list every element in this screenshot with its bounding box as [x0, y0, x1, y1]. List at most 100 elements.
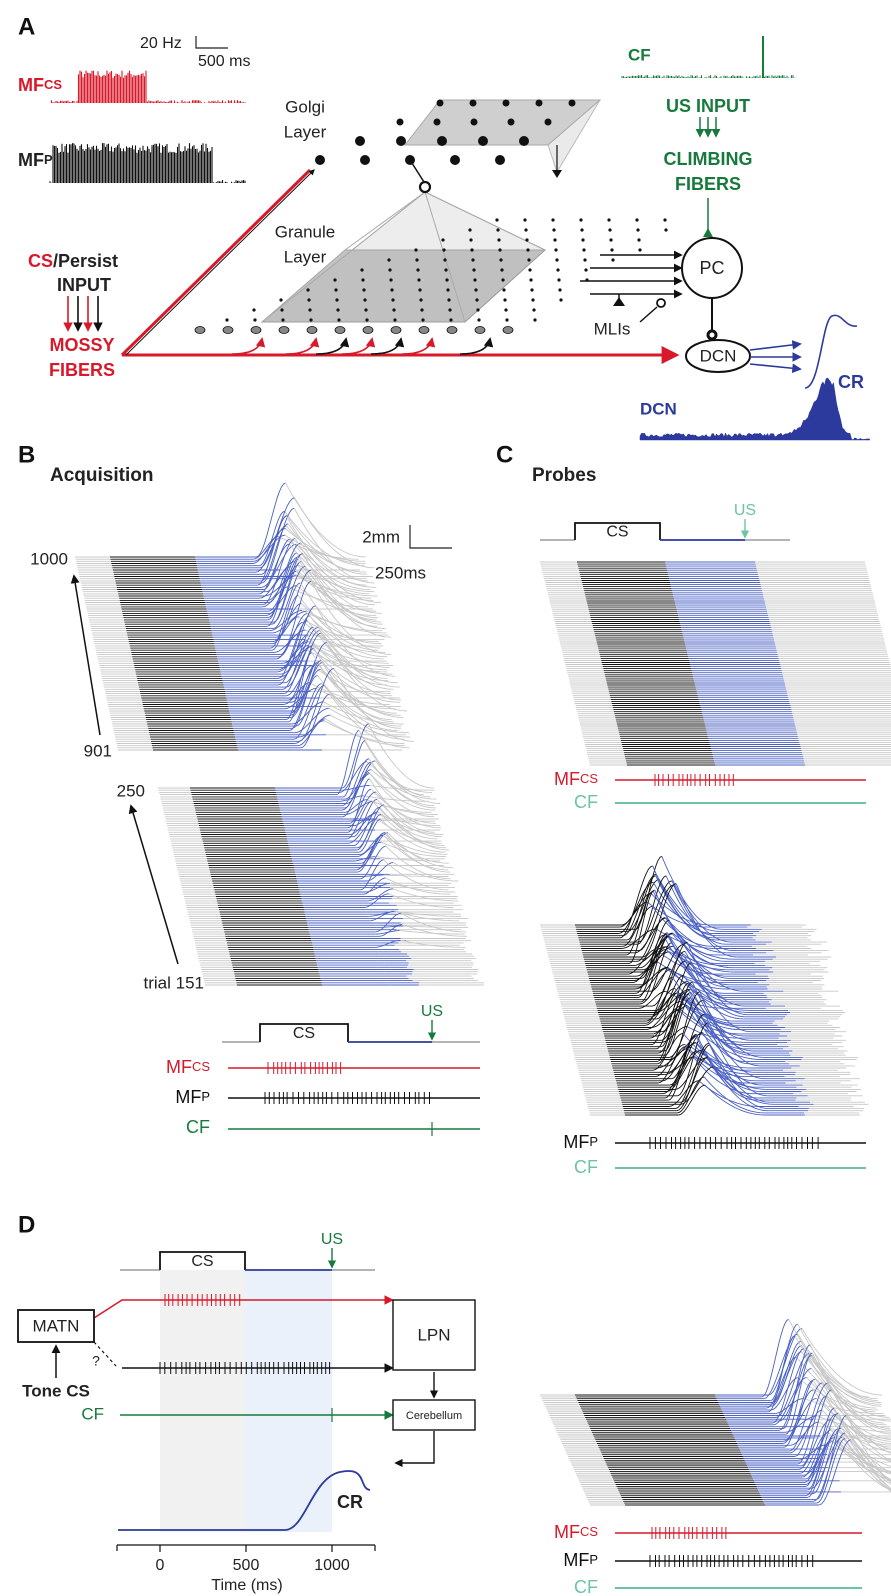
node-label: MATN [33, 1316, 80, 1335]
trial-trace [271, 583, 300, 648]
mf-main: MF [554, 769, 580, 789]
mf-main: MF [175, 1087, 201, 1107]
granule-cell [336, 308, 339, 311]
trial-trace [377, 819, 442, 844]
trial-trace [403, 926, 468, 927]
histogram [622, 75, 796, 78]
granule-cell [360, 268, 363, 271]
mf-label: MFCS [18, 75, 62, 95]
granule-cell [526, 248, 529, 251]
granule-cell [446, 288, 449, 291]
trial-trace [656, 876, 716, 940]
page: A20 Hz500 msMFCSMFPGolgiLayerGranuleLaye… [0, 0, 891, 1596]
granule-cell [308, 308, 311, 311]
panel-title: Acquisition [50, 465, 153, 486]
trial-trace [367, 762, 432, 793]
mf-sub: CS [580, 1524, 598, 1539]
trial-trace [384, 875, 449, 876]
granule-cell [387, 258, 390, 261]
mf-branch [371, 339, 401, 354]
panel-label: D [18, 1211, 35, 1238]
trial-trace [380, 807, 445, 845]
granule-cell [477, 318, 480, 321]
cs-label: CS [606, 524, 628, 541]
granule-cell [365, 318, 368, 321]
pc-synapse [708, 331, 716, 339]
trial-arrow [74, 576, 100, 735]
mf-main: MF [166, 1057, 192, 1077]
granule-cell [443, 258, 446, 261]
input-persist: /Persist [53, 251, 118, 271]
granule-cell [584, 268, 587, 271]
granule-cell [557, 278, 560, 281]
granule-cell [664, 228, 667, 231]
cf-label: CF [574, 792, 598, 812]
granule-cell [499, 258, 502, 261]
panel-label: B [18, 441, 35, 468]
trial-trace [342, 774, 370, 811]
trace-shading [245, 1270, 332, 1532]
cf-label: CF [628, 45, 651, 64]
mf-main: MF [563, 1550, 589, 1570]
granule-cell [253, 318, 256, 321]
granule-cell [280, 308, 283, 311]
scale-label: 250ms [375, 563, 426, 582]
us-label: US [321, 1231, 343, 1248]
granule-cell [583, 258, 586, 261]
granule-cell [498, 248, 501, 251]
mf-sub: P [589, 1552, 598, 1567]
cs-shading [160, 1270, 245, 1532]
synapse [552, 170, 562, 178]
mf-label: MFCS [166, 1057, 210, 1077]
granule-cell [388, 268, 391, 271]
granule-cell [419, 298, 422, 301]
trial-label: 901 [84, 741, 112, 760]
golgi-cell [397, 119, 404, 126]
stimulus-label: Tone CS [22, 1381, 90, 1400]
granule-cell [333, 278, 336, 281]
pathway-label: MOSSY [49, 335, 114, 355]
granule-cell [468, 228, 471, 231]
question-mark: ? [92, 1353, 100, 1369]
mf-main: MF [18, 75, 44, 95]
panel-label: A [18, 13, 35, 40]
granule-cell [635, 218, 638, 221]
node-label: Cerebellum [406, 1410, 462, 1422]
mf-rosette [223, 327, 233, 334]
granule-cell [334, 288, 337, 291]
mf-branch [402, 339, 432, 354]
trial-label: trial 151 [144, 973, 204, 992]
granule-cell [470, 248, 473, 251]
granule-cell [553, 238, 556, 241]
golgi-cell [545, 119, 552, 126]
mf-rosette [475, 327, 485, 334]
granule-cell [532, 308, 535, 311]
golgi-cell [315, 155, 325, 165]
mf-sub: P [44, 152, 53, 167]
granule-cell [531, 298, 534, 301]
granule-cell [580, 228, 583, 231]
golgi-cell [470, 100, 477, 107]
granule-cell [390, 288, 393, 291]
mf-label: MFP [563, 1550, 598, 1570]
granule-cell [361, 278, 364, 281]
granule-cell [252, 308, 255, 311]
trial-trace [678, 1085, 705, 1115]
mf-branch [342, 339, 372, 354]
golgi-cell [519, 136, 529, 146]
granule-cell [309, 318, 312, 321]
axis-title: Time (ms) [211, 1577, 282, 1594]
pathway-label: FIBERS [675, 174, 741, 194]
trial-trace [262, 587, 288, 607]
granule-cell [551, 218, 554, 221]
golgi-cell [396, 136, 406, 146]
mli-axon [640, 307, 657, 322]
granule-cell [528, 268, 531, 271]
granule-cell [362, 288, 365, 291]
granule-cell [496, 228, 499, 231]
trial-trace [656, 874, 716, 936]
mf-label: MFP [563, 1132, 598, 1152]
granule-cell [501, 278, 504, 281]
granule-cell [417, 278, 420, 281]
mf-rosette [307, 327, 317, 334]
